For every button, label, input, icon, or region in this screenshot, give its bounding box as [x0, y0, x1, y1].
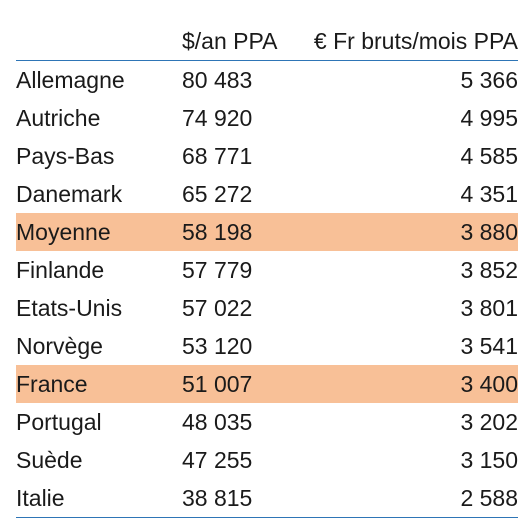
cell-country: Portugal: [16, 409, 102, 435]
table-row: Danemark 65 272 4 351: [16, 175, 518, 213]
table-row: Etats-Unis 57 022 3 801: [16, 289, 518, 327]
table-row: Italie 38 815 2 588: [16, 479, 518, 518]
cell-country: France: [16, 365, 182, 403]
cell-country: Norvège: [16, 333, 103, 359]
cell-eur-per-month: 4 585: [460, 143, 518, 169]
cell-eur-per-month: 3 400: [286, 365, 518, 403]
cell-eur-per-month: 3 801: [460, 295, 518, 321]
table-row: Pays-Bas 68 771 4 585: [16, 137, 518, 175]
cell-country: Autriche: [16, 105, 101, 131]
cell-eur-per-month: 4 351: [460, 181, 518, 207]
table-row: France 51 007 3 400: [16, 365, 518, 403]
cell-usd-per-year: 74 920: [182, 105, 253, 131]
cell-country: Moyenne: [16, 213, 182, 251]
cell-usd-per-year: 38 815: [182, 479, 286, 518]
cell-country: Allemagne: [16, 67, 125, 93]
header-eur-gross-per-month-ppp: € Fr bruts/mois PPA: [286, 22, 518, 61]
salary-table: $/an PPA € Fr bruts/mois PPA Allemagne 80…: [16, 22, 518, 518]
table-body: Allemagne 80 483 5 366 Autriche 74 920 4 995 P…: [16, 61, 518, 518]
cell-usd-per-year: 65 272: [182, 181, 253, 207]
cell-country: Etats-Unis: [16, 295, 123, 321]
table-row: Suède 47 255 3 150: [16, 441, 518, 479]
cell-usd-per-year: 47 255: [182, 447, 253, 473]
table-row: Portugal 48 035 3 202: [16, 403, 518, 441]
header-usd-per-year-ppp: $/an PPA: [182, 22, 286, 61]
cell-eur-per-month: 3 880: [286, 213, 518, 251]
header-row: $/an PPA € Fr bruts/mois PPA: [16, 22, 518, 61]
cell-eur-per-month: 3 541: [460, 333, 518, 359]
cell-eur-per-month: 3 852: [460, 257, 518, 283]
table-header: $/an PPA € Fr bruts/mois PPA: [16, 22, 518, 61]
header-country: [16, 22, 182, 61]
cell-usd-per-year: 80 483: [182, 67, 253, 93]
table-row: Moyenne 58 198 3 880: [16, 213, 518, 251]
table-row: Finlande 57 779 3 852: [16, 251, 518, 289]
cell-country: Danemark: [16, 181, 123, 207]
table-row: Norvège 53 120 3 541: [16, 327, 518, 365]
cell-usd-per-year: 57 022: [182, 295, 253, 321]
cell-usd-per-year: 58 198: [182, 213, 286, 251]
cell-eur-per-month: 2 588: [286, 479, 518, 518]
cell-usd-per-year: 53 120: [182, 333, 253, 359]
cell-eur-per-month: 3 150: [460, 447, 518, 473]
cell-country: Finlande: [16, 257, 105, 283]
cell-usd-per-year: 57 779: [182, 257, 253, 283]
cell-country: Italie: [16, 479, 182, 518]
table-row: Autriche 74 920 4 995: [16, 99, 518, 137]
cell-usd-per-year: 68 771: [182, 143, 253, 169]
cell-eur-per-month: 3 202: [460, 409, 518, 435]
cell-eur-per-month: 4 995: [460, 105, 518, 131]
cell-country: Pays-Bas: [16, 143, 115, 169]
cell-country: Suède: [16, 447, 83, 473]
table-row: Allemagne 80 483 5 366: [16, 61, 518, 100]
cell-usd-per-year: 51 007: [182, 365, 286, 403]
cell-usd-per-year: 48 035: [182, 409, 253, 435]
cell-eur-per-month: 5 366: [460, 67, 518, 93]
